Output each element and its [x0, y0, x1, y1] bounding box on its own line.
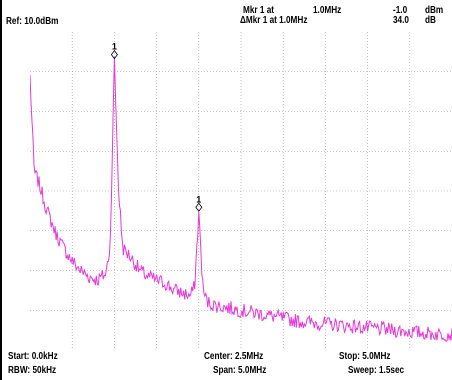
marker-frequency: 1.0MHz — [313, 5, 342, 16]
marker-label-2: 1 — [196, 194, 201, 204]
span-value: Span: 5.0MHz — [213, 365, 267, 376]
marker-label-1: 1 — [112, 42, 117, 52]
spectrum-plot: 11 — [30, 32, 452, 350]
marker-value: -1.0 — [393, 5, 408, 16]
start-frequency: Start: 0.0kHz — [8, 351, 58, 362]
delta-marker-unit: dB — [425, 15, 436, 26]
marker-unit: dBm — [425, 5, 444, 16]
ref-level-label: Ref: 10.0dBm — [6, 16, 59, 27]
stop-frequency: Stop: 5.0MHz — [339, 351, 391, 362]
center-frequency: Center: 2.5MHz — [204, 351, 264, 362]
marker-diamond-2 — [195, 202, 203, 212]
marker-diamond-1 — [110, 49, 118, 60]
plot-grid — [30, 32, 452, 350]
resolution-bandwidth: RBW: 50kHz — [8, 365, 57, 376]
marker-label: Mkr 1 at — [243, 5, 274, 16]
delta-marker-value: 34.0 — [393, 15, 409, 26]
delta-marker-label: ΔMkr 1 at 1.0MHz — [240, 15, 308, 26]
spectrum-trace — [30, 56, 452, 342]
marker-layer: 11 — [110, 42, 203, 212]
sweep-time: Sweep: 1.5sec — [348, 365, 405, 376]
